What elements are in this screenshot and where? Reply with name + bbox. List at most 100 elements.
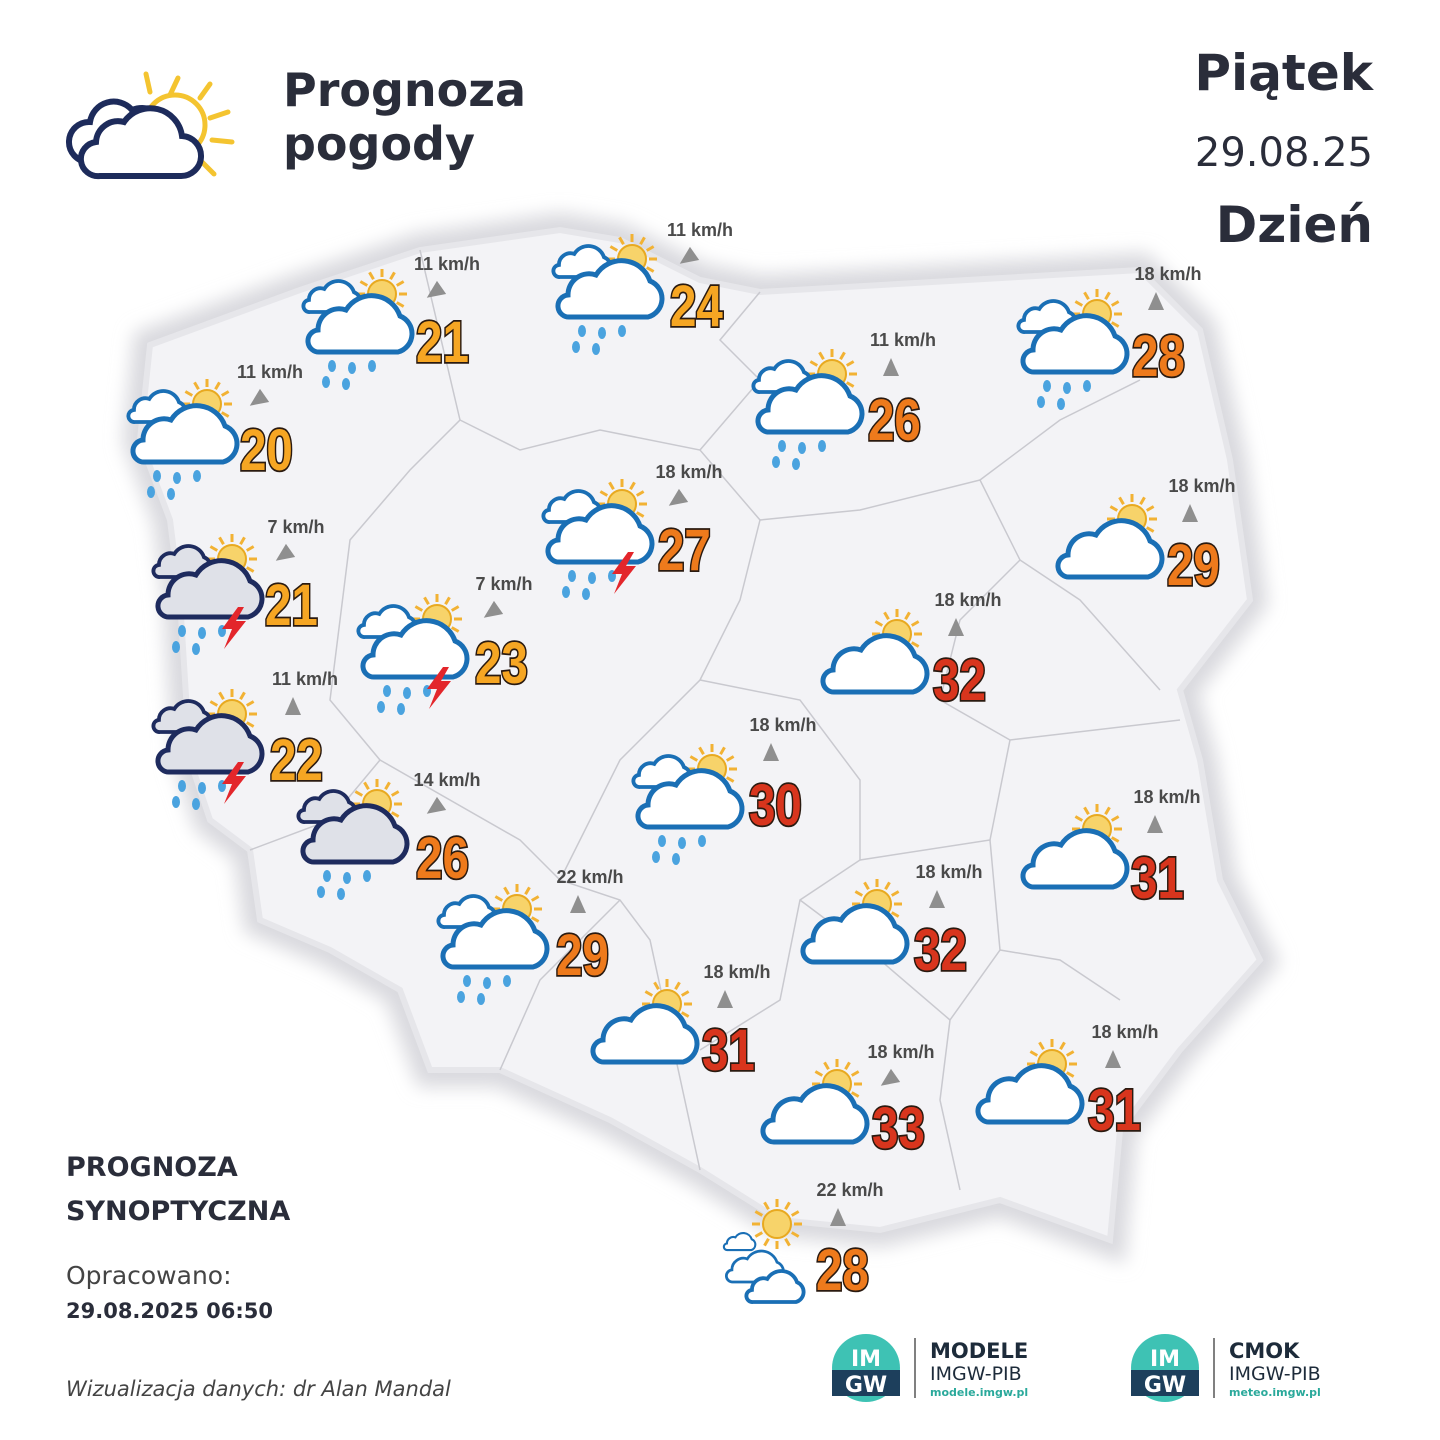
sun-ray	[530, 895, 540, 902]
sun-ray	[1145, 526, 1155, 533]
rain-drop	[348, 362, 356, 374]
cloud	[545, 503, 655, 565]
rain-drop	[173, 472, 181, 484]
sun-ray	[754, 1210, 764, 1217]
sun-ray	[635, 511, 645, 518]
wind-arrow	[929, 890, 945, 908]
rain-drop	[457, 991, 465, 1003]
rain-drop	[337, 888, 345, 900]
rain-drop	[363, 870, 371, 882]
rain-drop	[598, 327, 606, 339]
sun-ray	[850, 1091, 860, 1098]
wind-speed: 18 km/h	[1133, 787, 1200, 807]
sun-ray	[698, 746, 705, 756]
title-line: pogody	[283, 117, 475, 171]
sun-ray	[653, 981, 660, 991]
rain-drop	[383, 685, 391, 697]
rain-drop	[658, 835, 666, 847]
sun-ray	[1038, 1041, 1045, 1051]
rain-drop	[172, 796, 180, 808]
sun-ray	[635, 490, 645, 497]
wind-arrow	[883, 358, 899, 376]
sun-ray	[239, 536, 246, 546]
sun-ray	[890, 890, 900, 897]
rain-drop	[1037, 396, 1045, 408]
wind-arrow	[880, 1068, 901, 1086]
temperature: 31	[702, 1019, 755, 1084]
wind-speed: 18 km/h	[749, 715, 816, 735]
sun-ray	[390, 811, 400, 818]
station: 27 18 km/h	[541, 462, 723, 600]
lightning	[222, 607, 246, 649]
wind-speed: 14 km/h	[413, 770, 480, 790]
sun-ray	[1104, 806, 1111, 816]
sun-ray	[1083, 291, 1090, 301]
logo-org: IMGW-PIB	[930, 1363, 1022, 1385]
sun-ray	[874, 620, 884, 627]
sun-ray	[368, 271, 375, 281]
wind-arrow	[1147, 815, 1163, 833]
station: 22 11 km/h	[151, 669, 338, 810]
sun-ray	[1074, 815, 1084, 822]
sun-ray	[363, 781, 370, 791]
logo-url: meteo.imgw.pl	[1229, 1386, 1321, 1399]
station: 33 18 km/h	[760, 1042, 935, 1163]
rain-drop	[483, 977, 491, 989]
sun-ray	[1104, 291, 1111, 301]
sun-ray	[384, 781, 391, 791]
temperature: 28	[816, 1239, 869, 1304]
sun-ray	[214, 381, 221, 391]
sun-ray	[220, 390, 230, 397]
temperature: 27	[658, 519, 711, 584]
sun-ray	[1029, 1050, 1039, 1057]
sun-ray	[818, 351, 825, 361]
rain-drop	[792, 458, 800, 470]
sun-ray	[395, 280, 405, 287]
station: 20 11 km/h	[126, 362, 303, 500]
cloud	[555, 258, 665, 320]
logo-icon	[65, 71, 235, 180]
sun-ray	[1118, 496, 1125, 506]
wind-arrow	[1182, 504, 1198, 522]
cloud	[1020, 828, 1130, 890]
sun-ray	[530, 916, 540, 923]
rain-drop	[1057, 398, 1065, 410]
sun-ray	[209, 545, 219, 552]
station: 29 22 km/h	[436, 867, 624, 1005]
temperature: 22	[270, 729, 323, 794]
sun-ray	[674, 981, 681, 991]
wind-speed: 18 km/h	[1091, 1022, 1158, 1042]
sun-ray	[784, 1201, 791, 1211]
cloud	[130, 403, 240, 465]
period: Dzień	[1216, 196, 1373, 254]
temperature: 24	[670, 275, 723, 340]
temperature: 30	[749, 774, 802, 839]
temperature: 28	[1132, 325, 1185, 390]
sun-ray	[209, 700, 219, 707]
temperature: 20	[240, 419, 293, 484]
rain-drop	[167, 488, 175, 500]
logo-mark-text: IM	[1150, 1347, 1180, 1372]
logo-mark-text: IM	[851, 1347, 881, 1372]
wind-speed: 18 km/h	[915, 862, 982, 882]
rain-drop	[322, 376, 330, 388]
sun-ray	[850, 1070, 860, 1077]
lightning	[427, 667, 451, 709]
rain-drop	[698, 835, 706, 847]
rain-drop	[463, 975, 471, 987]
sun-ray	[245, 721, 255, 728]
temperature: 31	[1088, 1079, 1141, 1144]
wind-speed: 22 km/h	[556, 867, 623, 887]
cloud	[820, 633, 930, 695]
temperature: 23	[475, 632, 528, 697]
rain-drop	[317, 886, 325, 898]
sun-ray	[608, 481, 615, 491]
rain-drop	[678, 837, 686, 849]
wind-speed: 18 km/h	[703, 962, 770, 982]
sun-ray	[863, 881, 870, 891]
wind-arrow	[570, 895, 586, 913]
temperature: 26	[868, 389, 921, 454]
credit: Wizualizacja danych: dr Alan Mandal	[66, 1377, 451, 1401]
wind-speed: 18 km/h	[1168, 476, 1235, 496]
